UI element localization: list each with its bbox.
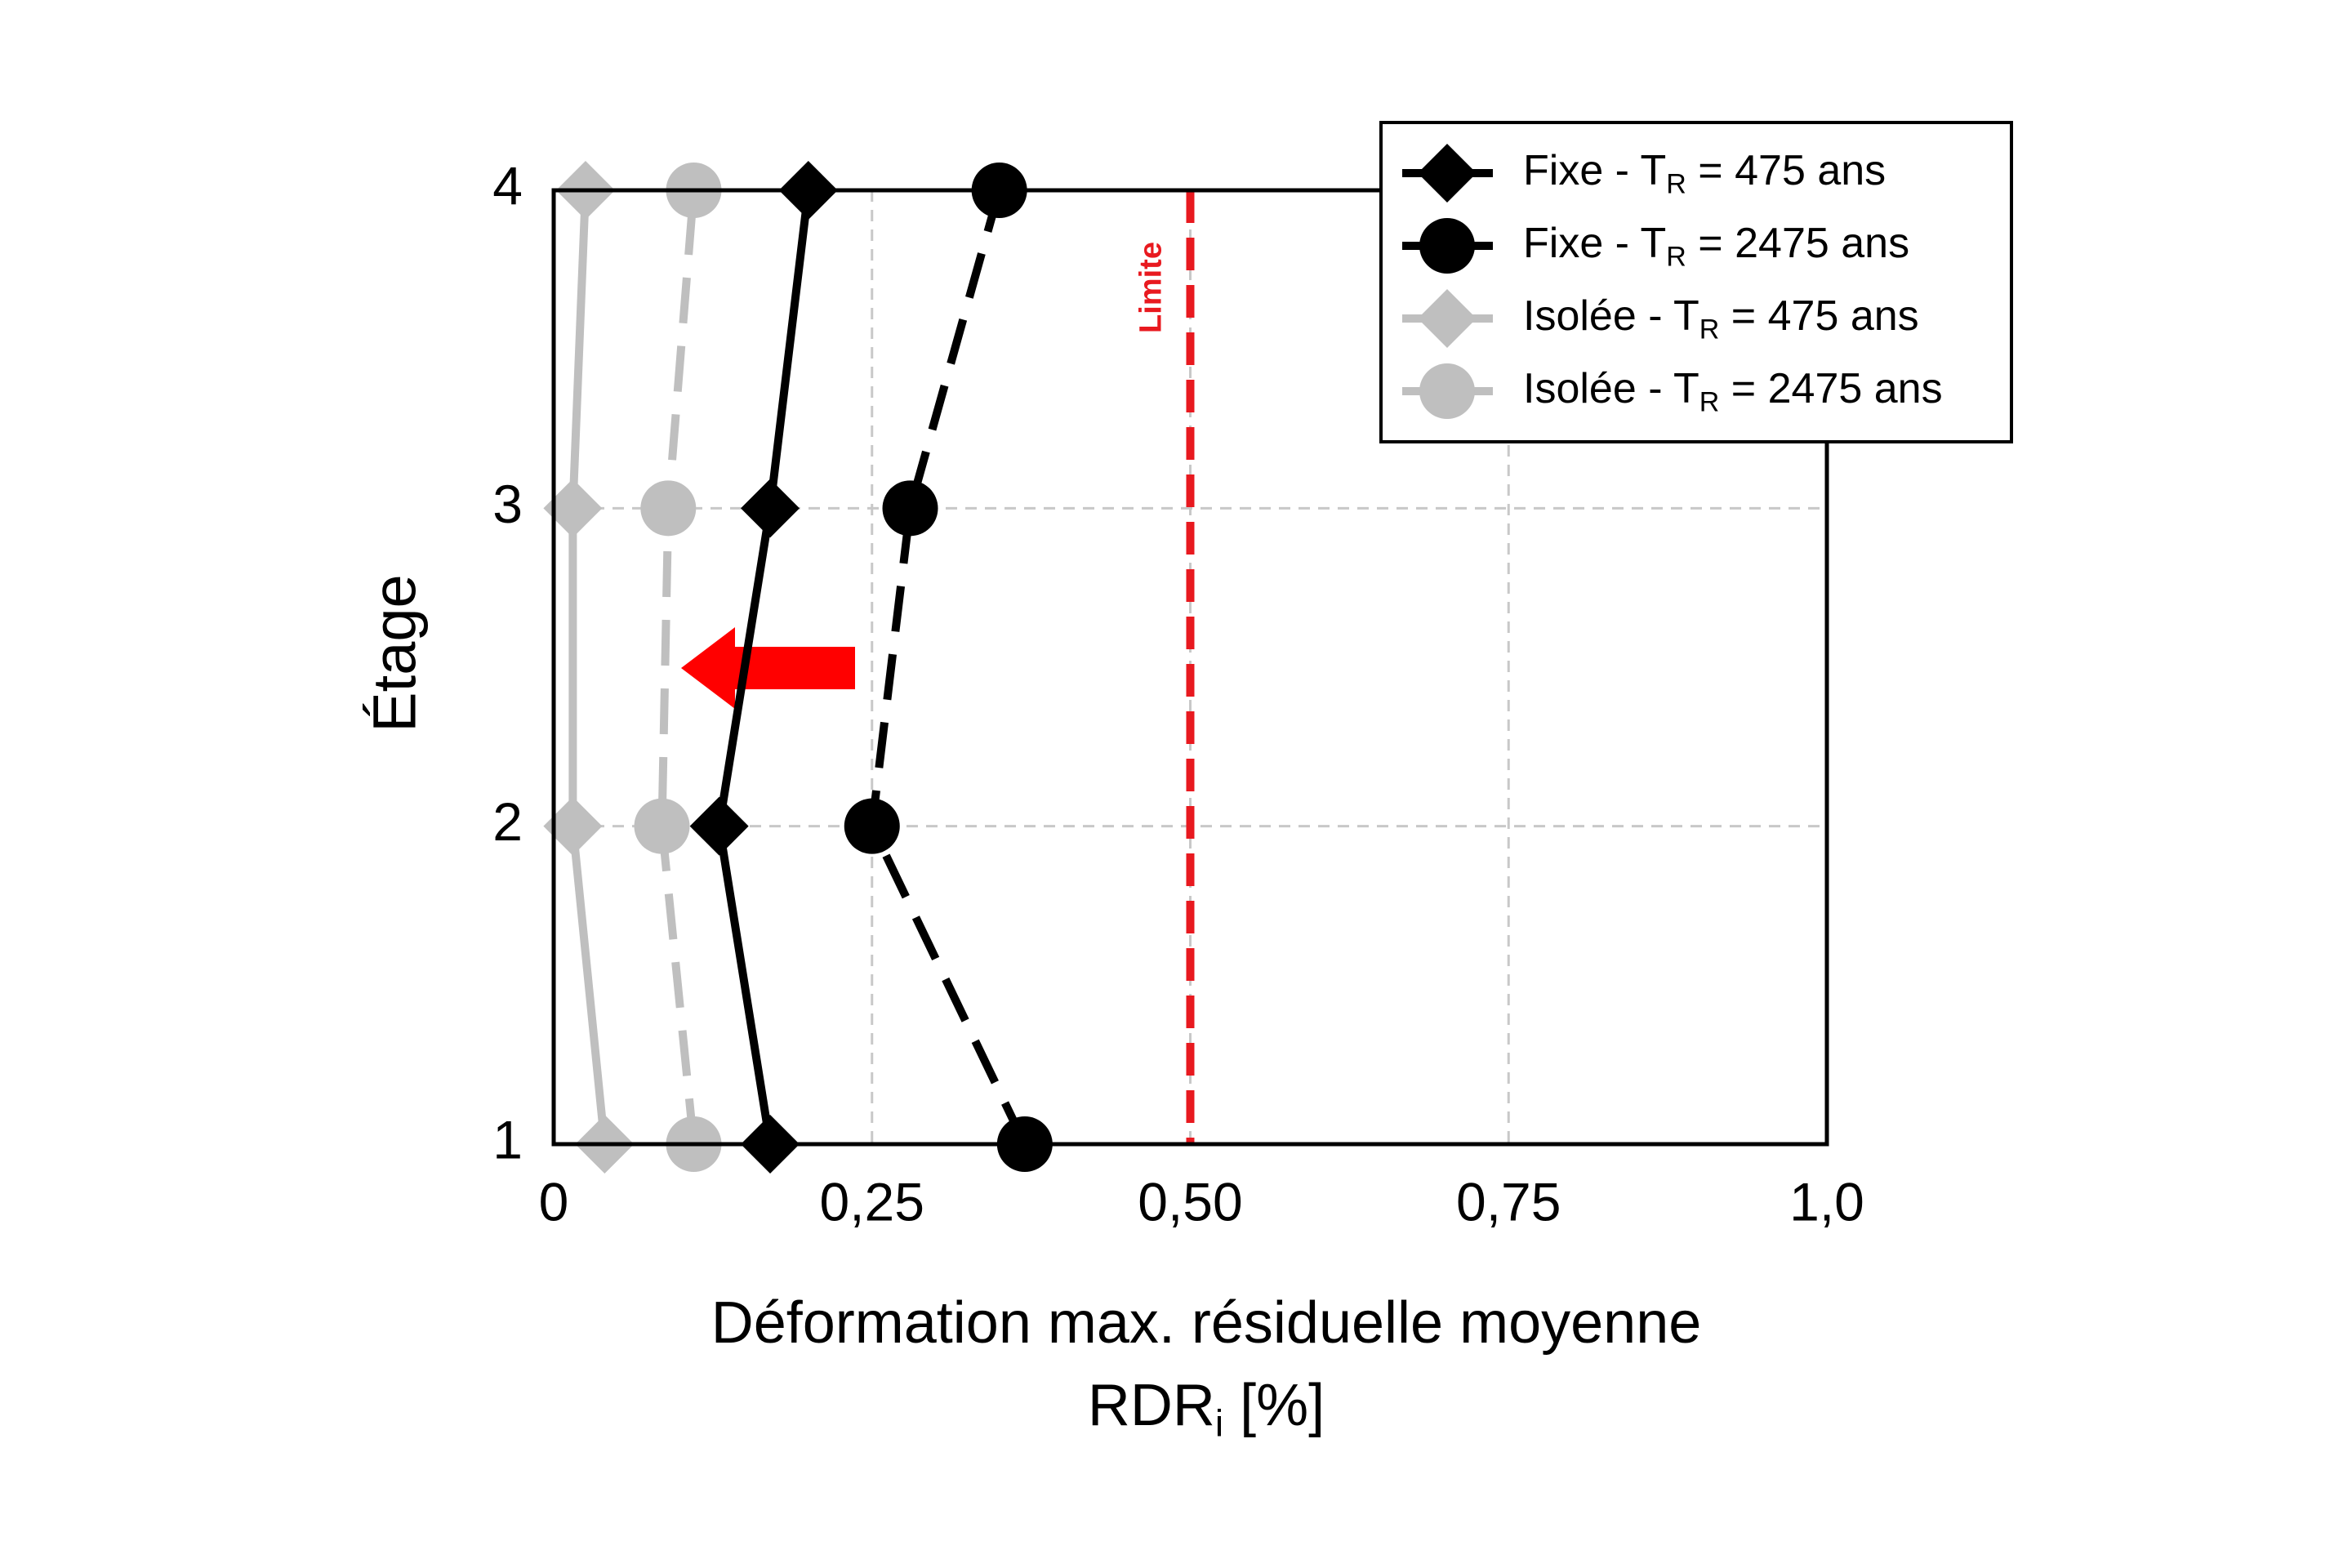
x-axis-label: RDRi [%] <box>1088 1373 1325 1445</box>
y-tick-label: 2 <box>492 791 523 852</box>
plot-frame <box>551 188 1829 1147</box>
y-tick-label: 3 <box>492 474 523 534</box>
series-line <box>657 189 698 1145</box>
y-axis-label: Étage <box>361 574 429 732</box>
x-axis-label: Déformation max. résiduelle moyenne <box>711 1290 1702 1356</box>
series-line <box>715 189 813 1145</box>
legend-label: Isolée - TR = 475 ans <box>1523 292 1919 345</box>
legend-label: Isolée - TR = 2475 ans <box>1523 365 1943 418</box>
legend: Fixe - TR = 475 ans Fixe - TR = 2475 ans I… <box>1379 121 2013 443</box>
marker <box>1418 144 1477 203</box>
marker <box>741 479 800 538</box>
x-tick-label: 1,0 <box>1789 1171 1864 1232</box>
y-tick-label: 1 <box>492 1109 523 1169</box>
annotation-arrow <box>681 627 855 709</box>
marker <box>1418 289 1477 348</box>
marker <box>882 480 938 537</box>
limit-group: Limite <box>1134 190 1195 1144</box>
series-line <box>867 189 1029 1147</box>
marker <box>640 480 697 537</box>
plot <box>543 161 1053 1174</box>
marker <box>634 798 690 854</box>
limit-label: Limite <box>1134 242 1169 333</box>
ticks: 0 0,25 0,50 0,75 1,0 1 2 3 4 <box>492 155 1864 1232</box>
x-tick-label: 0 <box>539 1171 569 1232</box>
y-tick-label: 4 <box>492 155 523 216</box>
x-tick-label: 0,75 <box>1456 1171 1561 1232</box>
x-tick-label: 0,50 <box>1138 1171 1242 1232</box>
legend-label: Fixe - TR = 475 ans <box>1523 147 1886 200</box>
marker <box>543 479 603 538</box>
marker <box>543 796 603 856</box>
legend-label: Fixe - TR = 2475 ans <box>1523 220 1909 273</box>
marker <box>844 798 900 854</box>
marker <box>689 796 749 856</box>
x-tick-label: 0,25 <box>820 1171 924 1232</box>
marker <box>1419 218 1475 274</box>
series-line <box>568 189 609 1145</box>
marker <box>1419 363 1475 419</box>
